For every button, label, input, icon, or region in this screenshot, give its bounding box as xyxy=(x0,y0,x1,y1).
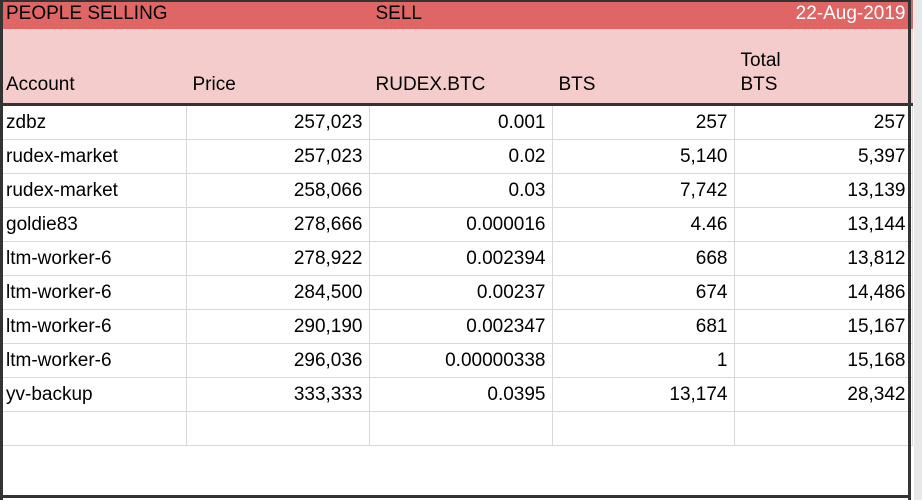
cell-price[interactable]: 257,023 xyxy=(186,139,370,174)
table-row: ltm-worker-6 290,190 0.002347 681 15,167 xyxy=(0,309,913,344)
cell-bts[interactable]: 668 xyxy=(552,241,735,276)
header-rudex-btc[interactable]: RUDEX.BTC xyxy=(369,28,553,106)
cell-rudex-btc[interactable]: 0.02 xyxy=(369,139,553,174)
cell-rudex-btc[interactable]: 0.00000338 xyxy=(369,343,553,378)
cell-total-bts[interactable]: 5,397 xyxy=(734,139,913,174)
sell-orders-table: PEOPLE SELLING SELL 22-Aug-2019 Account … xyxy=(0,0,913,446)
cell-bts[interactable]: 257 xyxy=(552,104,735,140)
table-row: rudex-market 257,023 0.02 5,140 5,397 xyxy=(0,139,913,174)
header-price[interactable]: Price xyxy=(186,28,370,106)
cell-price[interactable]: 258,066 xyxy=(186,173,370,208)
cell-bts[interactable]: 681 xyxy=(552,309,735,344)
cell-account[interactable]: goldie83 xyxy=(0,207,187,242)
cell-price[interactable]: 257,023 xyxy=(186,104,370,140)
title-cell-empty[interactable] xyxy=(186,0,370,29)
cell-total-bts[interactable]: 13,812 xyxy=(734,241,913,276)
cell-price[interactable]: 278,666 xyxy=(186,207,370,242)
cell-bts[interactable]: 13,174 xyxy=(552,377,735,412)
cell-price[interactable]: 333,333 xyxy=(186,377,370,412)
cell-account[interactable]: ltm-worker-6 xyxy=(0,309,187,344)
cell-empty[interactable] xyxy=(552,411,735,446)
cell-rudex-btc[interactable]: 0.00237 xyxy=(369,275,553,310)
header-row: Account Price RUDEX.BTC BTS Total BTS xyxy=(0,28,913,106)
title-cell-people-selling[interactable]: PEOPLE SELLING xyxy=(0,0,187,29)
cell-account[interactable]: ltm-worker-6 xyxy=(0,343,187,378)
selection-border-top xyxy=(0,0,910,2)
cell-total-bts[interactable]: 28,342 xyxy=(734,377,913,412)
window-edge xyxy=(914,0,922,500)
cell-account[interactable]: yv-backup xyxy=(0,377,187,412)
cell-total-bts[interactable]: 13,139 xyxy=(734,173,913,208)
cell-total-bts[interactable]: 13,144 xyxy=(734,207,913,242)
title-cell-date[interactable]: 22-Aug-2019 xyxy=(734,0,913,29)
header-account[interactable]: Account xyxy=(0,28,187,106)
cell-rudex-btc[interactable]: 0.0395 xyxy=(369,377,553,412)
cell-rudex-btc[interactable]: 0.03 xyxy=(369,173,553,208)
table-row: goldie83 278,666 0.000016 4.46 13,144 xyxy=(0,207,913,242)
table-row: rudex-market 258,066 0.03 7,742 13,139 xyxy=(0,173,913,208)
cell-bts[interactable]: 4.46 xyxy=(552,207,735,242)
cell-empty[interactable] xyxy=(0,411,187,446)
table-row-empty xyxy=(0,411,913,446)
header-total-bts[interactable]: Total BTS xyxy=(734,28,913,106)
cell-account[interactable]: zdbz xyxy=(0,104,187,140)
cell-account[interactable]: ltm-worker-6 xyxy=(0,241,187,276)
cell-price[interactable]: 296,036 xyxy=(186,343,370,378)
title-row: PEOPLE SELLING SELL 22-Aug-2019 xyxy=(0,0,913,29)
cell-price[interactable]: 290,190 xyxy=(186,309,370,344)
selection-border-bottom xyxy=(0,495,911,498)
table-row: yv-backup 333,333 0.0395 13,174 28,342 xyxy=(0,377,913,412)
cell-empty[interactable] xyxy=(369,411,553,446)
cell-bts[interactable]: 1 xyxy=(552,343,735,378)
table-row: ltm-worker-6 278,922 0.002394 668 13,812 xyxy=(0,241,913,276)
cell-bts[interactable]: 7,742 xyxy=(552,173,735,208)
cell-bts[interactable]: 5,140 xyxy=(552,139,735,174)
cell-rudex-btc[interactable]: 0.002394 xyxy=(369,241,553,276)
cell-account[interactable]: rudex-market xyxy=(0,173,187,208)
table-row: ltm-worker-6 284,500 0.00237 674 14,486 xyxy=(0,275,913,310)
cell-total-bts[interactable]: 15,168 xyxy=(734,343,913,378)
cell-price[interactable]: 278,922 xyxy=(186,241,370,276)
header-total-line2: BTS xyxy=(740,74,778,95)
table-row: zdbz 257,023 0.001 257 257 xyxy=(0,104,913,140)
table-row: ltm-worker-6 296,036 0.00000338 1 15,168 xyxy=(0,343,913,378)
cell-account[interactable]: rudex-market xyxy=(0,139,187,174)
cell-total-bts[interactable]: 15,167 xyxy=(734,309,913,344)
title-cell-sell[interactable]: SELL xyxy=(369,0,553,29)
cell-rudex-btc[interactable]: 0.000016 xyxy=(369,207,553,242)
cell-empty[interactable] xyxy=(186,411,370,446)
cell-total-bts[interactable]: 257 xyxy=(734,104,913,140)
cell-bts[interactable]: 674 xyxy=(552,275,735,310)
cell-price[interactable]: 284,500 xyxy=(186,275,370,310)
cell-rudex-btc[interactable]: 0.001 xyxy=(369,104,553,140)
cell-empty[interactable] xyxy=(734,411,913,446)
cell-account[interactable]: ltm-worker-6 xyxy=(0,275,187,310)
selection-border-right xyxy=(908,0,911,500)
cell-total-bts[interactable]: 14,486 xyxy=(734,275,913,310)
cell-rudex-btc[interactable]: 0.002347 xyxy=(369,309,553,344)
selection-border-left xyxy=(0,0,3,500)
header-total-line1: Total xyxy=(740,50,781,71)
header-bts[interactable]: BTS xyxy=(552,28,735,106)
title-cell-empty[interactable] xyxy=(552,0,735,29)
